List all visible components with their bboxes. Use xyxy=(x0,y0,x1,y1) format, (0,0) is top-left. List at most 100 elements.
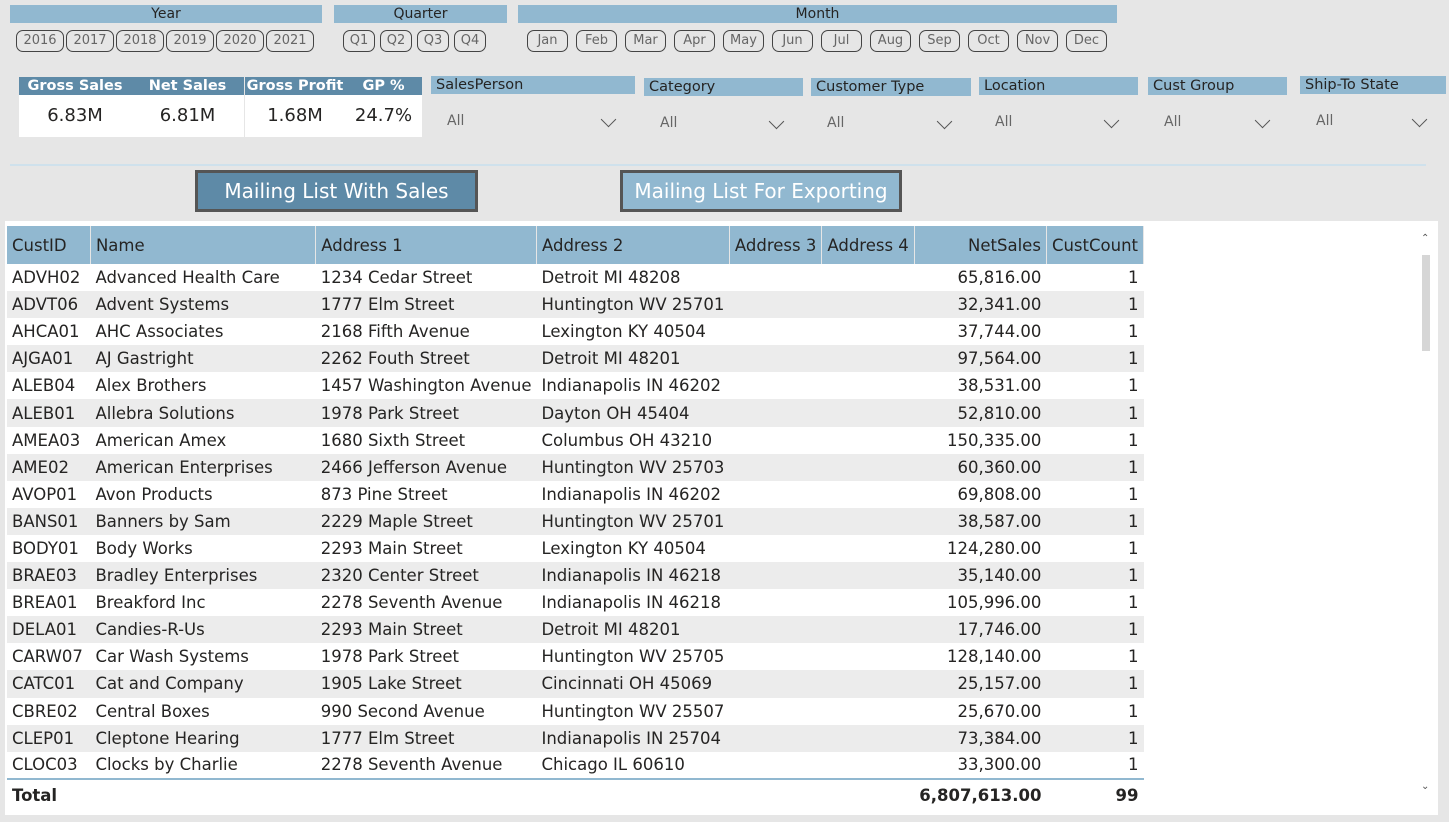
table-cell-name: Advent Systems xyxy=(90,291,316,319)
table-cell-address-2: Indianapolis IN 46218 xyxy=(536,562,730,590)
table-row[interactable]: AVOP01 Avon Products 873 Pine Street Indian… xyxy=(7,481,1144,508)
kpi-card-net-sales: Net Sales 6.81M xyxy=(131,77,244,137)
table-cell-address-3 xyxy=(729,724,822,752)
quarter-pill-q4[interactable]: Q4 xyxy=(454,30,486,52)
mailing-list-for-exporting-button[interactable]: Mailing List For Exporting xyxy=(620,170,902,212)
table-row[interactable]: CBRE02 Central Boxes 990 Second Avenue Hunt… xyxy=(7,698,1144,725)
table-row[interactable]: BODY01 Body Works 2293 Main Street Lexingto… xyxy=(7,535,1144,562)
table-cell-netsales: 33,300.00 xyxy=(957,755,1042,775)
table-cell-custcount: 1 xyxy=(1046,507,1144,535)
column-header-netsales[interactable]: NetSales xyxy=(914,226,1047,264)
table-cell-name: Bradley Enterprises xyxy=(90,562,316,590)
month-pill-dec[interactable]: Dec xyxy=(1066,30,1107,52)
scroll-down-icon[interactable]: ⌄ xyxy=(1421,781,1430,792)
category-dropdown[interactable]: All xyxy=(644,109,803,137)
location-dropdown[interactable]: All xyxy=(979,108,1138,136)
customer-type-dropdown[interactable]: All xyxy=(811,109,971,137)
quarter-pill-q1[interactable]: Q1 xyxy=(343,30,375,52)
mailing-list-with-sales-button[interactable]: Mailing List With Sales xyxy=(195,170,478,212)
table-row[interactable]: DELA01 Candies-R-Us 2293 Main Street Detroi… xyxy=(7,616,1144,644)
month-pill-mar[interactable]: Mar xyxy=(625,30,666,52)
month-pill-may[interactable]: May xyxy=(723,30,764,52)
quarter-pill-q2[interactable]: Q2 xyxy=(380,30,412,52)
table-row[interactable]: CLEP01 Cleptone Hearing 1777 Elm Street Ind… xyxy=(7,724,1144,752)
table-row[interactable]: BANS01 Banners by Sam 2229 Maple Street Hun… xyxy=(7,507,1144,535)
table-row[interactable]: AHCA01 AHC Associates 2168 Fifth Avenue Lex… xyxy=(7,318,1144,345)
table-row[interactable]: ADVH02 Advanced Health Care 1234 Cedar Str… xyxy=(7,264,1144,291)
month-pill-oct[interactable]: Oct xyxy=(968,30,1009,52)
column-header-name[interactable]: Name xyxy=(90,226,317,264)
cust-group-dropdown[interactable]: All xyxy=(1148,108,1287,136)
filter-value: All xyxy=(660,115,678,131)
salesperson-dropdown[interactable]: All xyxy=(431,107,635,135)
table-row[interactable]: AME02 American Enterprises 2466 Jefferson … xyxy=(7,453,1144,481)
month-pill-aug[interactable]: Aug xyxy=(870,30,911,52)
table-cell-address-4 xyxy=(822,318,914,345)
year-pill-2016[interactable]: 2016 xyxy=(16,30,64,52)
year-pill-2017[interactable]: 2017 xyxy=(66,30,114,52)
table-cell-address-1: 2278 Seventh Avenue xyxy=(320,593,503,613)
month-pill-jul[interactable]: Jul xyxy=(821,30,862,52)
table-row[interactable]: ADVT06 Advent Systems 1777 Elm Street Hunti… xyxy=(7,291,1144,319)
table-row[interactable]: CLOC03 Clocks by Charlie 2278 Seventh Aven… xyxy=(7,752,1144,779)
table-cell-address-3 xyxy=(729,264,821,291)
kpi-label: Gross Sales xyxy=(19,77,131,95)
month-pill-jun[interactable]: Jun xyxy=(772,30,813,52)
quarter-pill-q3[interactable]: Q3 xyxy=(417,30,449,52)
year-pill-2020[interactable]: 2020 xyxy=(216,30,264,52)
table-cell-name: Avon Products xyxy=(95,484,213,504)
table-row[interactable]: ALEB04 Alex Brothers 1457 Washington Avenu… xyxy=(7,372,1144,399)
month-pill-apr[interactable]: Apr xyxy=(674,30,715,52)
scrollbar-thumb[interactable] xyxy=(1422,255,1430,351)
table-row[interactable]: ALEB01 Allebra Solutions 1978 Park Street D… xyxy=(7,399,1144,427)
table-cell-address-1: 1777 Elm Street xyxy=(315,291,537,319)
ship-to-state-dropdown[interactable]: All xyxy=(1300,107,1446,135)
table-cell-address-4 xyxy=(821,291,915,319)
year-pill-2019[interactable]: 2019 xyxy=(166,30,214,52)
table-cell-address-3 xyxy=(729,453,822,481)
vertical-scrollbar[interactable]: ⌃ ⌄ xyxy=(1419,233,1433,801)
month-pill-nov[interactable]: Nov xyxy=(1017,30,1058,52)
total-custcount: 99 xyxy=(1046,777,1144,811)
table-cell-address-3 xyxy=(729,427,821,454)
section-divider xyxy=(10,164,1426,166)
table-row[interactable]: CATC01 Cat and Company 1905 Lake Street Cin… xyxy=(7,670,1144,698)
table-cell-address-4 xyxy=(821,345,915,373)
table-cell-address-2: Indianapolis IN 46218 xyxy=(541,593,722,613)
table-row[interactable]: CARW07 Car Wash Systems 1978 Park Street Hu… xyxy=(7,643,1144,670)
table-row[interactable]: AMEA03 American Amex 1680 Sixth Street Colu… xyxy=(7,427,1144,454)
year-pill-2021[interactable]: 2021 xyxy=(266,30,314,52)
scroll-up-icon[interactable]: ⌃ xyxy=(1421,233,1430,244)
table-row[interactable]: BREA01 Breakford Inc 2278 Seventh Avenue In… xyxy=(7,589,1144,616)
month-pill-jan[interactable]: Jan xyxy=(527,30,568,52)
year-pill-2018[interactable]: 2018 xyxy=(116,30,164,52)
table-row[interactable]: BRAE03 Bradley Enterprises 2320 Center Str… xyxy=(7,562,1144,590)
table-cell-custid: AJGA01 xyxy=(7,345,91,373)
column-header-custid[interactable]: CustID xyxy=(7,226,91,264)
table-cell-netsales: 25,670.00 xyxy=(957,701,1042,721)
year-slicer-title: Year xyxy=(10,5,322,23)
table-cell-address-4 xyxy=(821,562,915,590)
column-header-address2[interactable]: Address 2 xyxy=(536,226,730,264)
table-cell-custid: DELA01 xyxy=(7,616,91,644)
table-cell-address-3 xyxy=(729,481,821,508)
table-cell-address-4 xyxy=(822,481,914,508)
table-cell-address-4 xyxy=(822,698,914,725)
table-cell-custid: AHCA01 xyxy=(12,322,80,342)
table-cell-address-3 xyxy=(729,399,822,427)
filter-category: Category All xyxy=(644,78,803,137)
table-cell-address-2: Chicago IL 60610 xyxy=(541,755,685,775)
column-header-address1[interactable]: Address 1 xyxy=(315,226,537,264)
table-cell-custid: BANS01 xyxy=(7,507,91,535)
month-pill-sep[interactable]: Sep xyxy=(919,30,960,52)
table-row[interactable]: AJGA01 AJ Gastright 2262 Fouth Street Detro… xyxy=(7,345,1144,373)
column-header-address3[interactable]: Address 3 xyxy=(729,226,823,264)
table-cell-address-2: Indianapolis IN 25704 xyxy=(536,724,730,752)
table-cell-netsales: 35,140.00 xyxy=(914,562,1047,590)
column-header-custcount[interactable]: CustCount xyxy=(1046,226,1145,264)
table-cell-netsales: 25,157.00 xyxy=(914,670,1047,698)
column-header-address4[interactable]: Address 4 xyxy=(821,226,915,264)
month-pill-feb[interactable]: Feb xyxy=(576,30,617,52)
table-cell-custid: CLOC03 xyxy=(12,755,78,775)
filter-value: All xyxy=(827,115,845,131)
